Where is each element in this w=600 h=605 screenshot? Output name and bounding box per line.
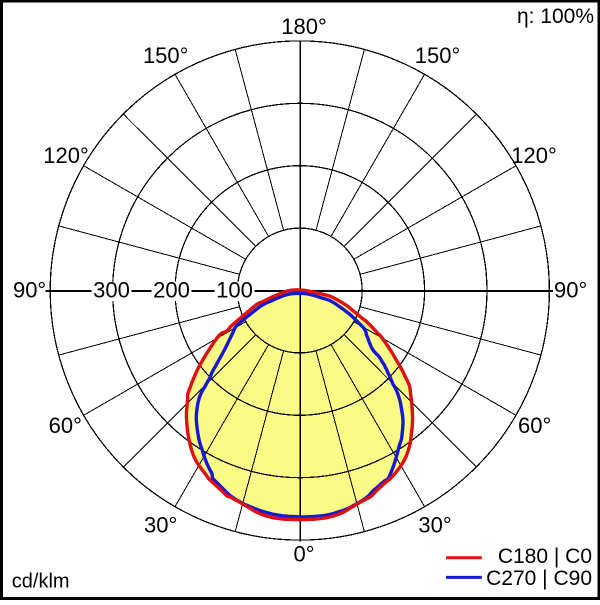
svg-text:150°: 150°: [143, 43, 189, 68]
svg-text:300: 300: [93, 278, 130, 303]
svg-text:C270 | C90: C270 | C90: [486, 567, 592, 590]
svg-text:180°: 180°: [281, 14, 327, 39]
svg-text:60°: 60°: [518, 413, 551, 438]
svg-text:200: 200: [153, 278, 190, 303]
svg-text:90°: 90°: [554, 278, 587, 303]
svg-text:60°: 60°: [49, 413, 82, 438]
svg-text:100: 100: [216, 278, 253, 303]
svg-text:η: 100%: η: 100%: [517, 5, 594, 28]
svg-text:120°: 120°: [511, 143, 557, 168]
svg-text:150°: 150°: [415, 43, 461, 68]
svg-text:30°: 30°: [144, 513, 177, 538]
svg-text:C180 | C0: C180 | C0: [498, 545, 592, 568]
svg-text:30°: 30°: [418, 513, 451, 538]
svg-text:0°: 0°: [293, 541, 314, 566]
svg-text:90°: 90°: [13, 278, 46, 303]
svg-text:cd/klm: cd/klm: [12, 571, 70, 593]
svg-text:120°: 120°: [43, 143, 89, 168]
